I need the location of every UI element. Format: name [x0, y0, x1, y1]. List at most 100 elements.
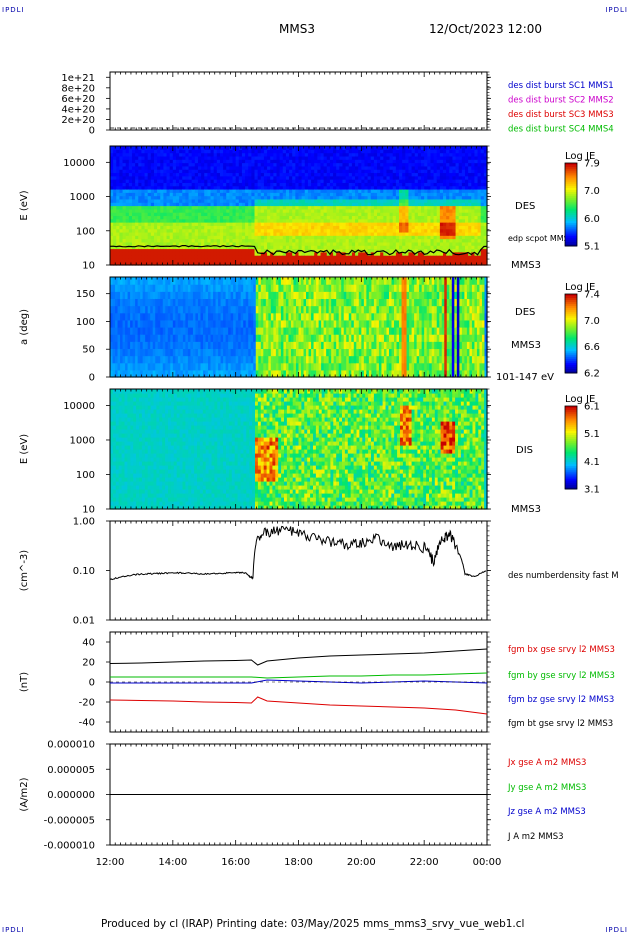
heatmap-cell	[204, 165, 208, 170]
heatmap-cell	[185, 185, 190, 190]
heatmap-cell	[175, 159, 180, 164]
heatmap-cell	[411, 185, 416, 190]
heatmap-cell	[289, 202, 293, 207]
heatmap-cell	[373, 245, 378, 250]
heatmap-cell	[282, 255, 287, 259]
heatmap-cell	[405, 195, 410, 200]
heatmap-cell	[458, 149, 463, 154]
heatmap-cell	[179, 205, 183, 210]
heatmap-cell	[263, 231, 268, 236]
heatmap-cell	[219, 218, 224, 223]
heatmap-cell	[370, 255, 375, 259]
heatmap-cell	[424, 162, 428, 167]
heatmap-cell	[289, 192, 293, 197]
heatmap-cell	[160, 179, 165, 183]
heatmap-cell	[433, 241, 438, 246]
heatmap-cell	[169, 198, 174, 203]
heatmap-cell	[207, 225, 212, 230]
heatmap-cell	[452, 231, 457, 236]
heatmap-cell	[285, 149, 290, 154]
heatmap-cell	[395, 231, 400, 236]
heatmap-cell	[449, 245, 454, 250]
heatmap-cell	[367, 188, 372, 193]
heatmap-cell	[355, 245, 359, 250]
heatmap-cell	[131, 215, 136, 220]
heatmap-cell	[452, 185, 457, 190]
heatmap-cell	[160, 255, 165, 259]
heatmap-cell	[320, 162, 325, 167]
heatmap-cell	[427, 251, 432, 256]
heatmap-cell	[342, 228, 347, 233]
heatmap-cell	[399, 202, 403, 207]
des_energy-colorbar-frame	[564, 162, 578, 247]
heatmap-cell	[163, 228, 168, 233]
heatmap-cell	[235, 146, 240, 150]
heatmap-cell	[292, 182, 296, 187]
heatmap-cell	[127, 369, 131, 378]
heatmap-cell	[427, 192, 432, 197]
heatmap-cell	[373, 255, 378, 259]
heatmap-cell	[260, 198, 265, 203]
colorbar-step	[565, 243, 577, 247]
heatmap-cell	[458, 159, 463, 164]
heatmap-cell	[367, 185, 372, 190]
heatmap-cell	[414, 235, 419, 240]
heatmap-cell	[153, 205, 158, 210]
heatmap-cell	[458, 152, 463, 157]
heatmap-cell	[424, 172, 428, 177]
heatmap-cell	[474, 188, 479, 193]
heatmap-cell	[377, 155, 381, 160]
heatmap-cell	[395, 245, 400, 250]
heatmap-cell	[153, 255, 158, 259]
heatmap-cell	[421, 235, 425, 240]
heatmap-cell	[468, 192, 472, 197]
heatmap-cell	[443, 195, 447, 200]
heatmap-cell	[213, 235, 218, 240]
heatmap-cell	[301, 185, 306, 190]
heatmap-cell	[439, 235, 444, 240]
heatmap-cell	[276, 228, 281, 233]
heatmap-cell	[267, 261, 271, 266]
heatmap-cell	[439, 212, 444, 217]
heatmap-cell	[131, 241, 136, 246]
heatmap-cell	[292, 179, 296, 183]
heatmap-cell	[301, 175, 306, 180]
heatmap-cell	[377, 215, 381, 220]
heatmap-cell	[439, 195, 444, 200]
heatmap-cell	[179, 195, 183, 200]
heatmap-cell	[468, 258, 472, 263]
heatmap-cell	[329, 188, 334, 193]
heatmap-cell	[364, 222, 369, 226]
heatmap-cell	[207, 255, 212, 259]
heatmap-cell	[301, 212, 306, 217]
heatmap-cell	[197, 152, 202, 157]
heatmap-cell	[235, 248, 240, 253]
heatmap-cell	[336, 208, 340, 213]
heatmap-cell	[251, 228, 256, 233]
heatmap-cell	[373, 192, 378, 197]
heatmap-cell	[241, 175, 246, 180]
heatmap-cell	[339, 162, 344, 167]
heatmap-cell	[427, 185, 432, 190]
heatmap-cell	[232, 205, 237, 210]
heatmap-cell	[446, 235, 450, 240]
heatmap-cell	[115, 362, 119, 371]
heatmap-cell	[477, 238, 482, 243]
heatmap-cell	[383, 172, 388, 177]
heatmap-cell	[339, 172, 344, 177]
heatmap-cell	[373, 195, 378, 200]
heatmap-cell	[474, 258, 479, 263]
heatmap-cell	[326, 152, 331, 157]
colorbar-step	[565, 163, 577, 166]
heatmap-cell	[373, 228, 378, 233]
heatmap-cell	[421, 155, 425, 160]
heatmap-cell	[474, 218, 479, 223]
heatmap-cell	[115, 327, 119, 335]
heatmap-cell	[254, 192, 259, 197]
heatmap-cell	[383, 208, 388, 213]
heatmap-cell	[235, 195, 240, 200]
heatmap-cell	[414, 192, 419, 197]
heatmap-cell	[370, 238, 375, 243]
heatmap-cell	[248, 182, 252, 187]
heatmap-cell	[414, 152, 419, 157]
